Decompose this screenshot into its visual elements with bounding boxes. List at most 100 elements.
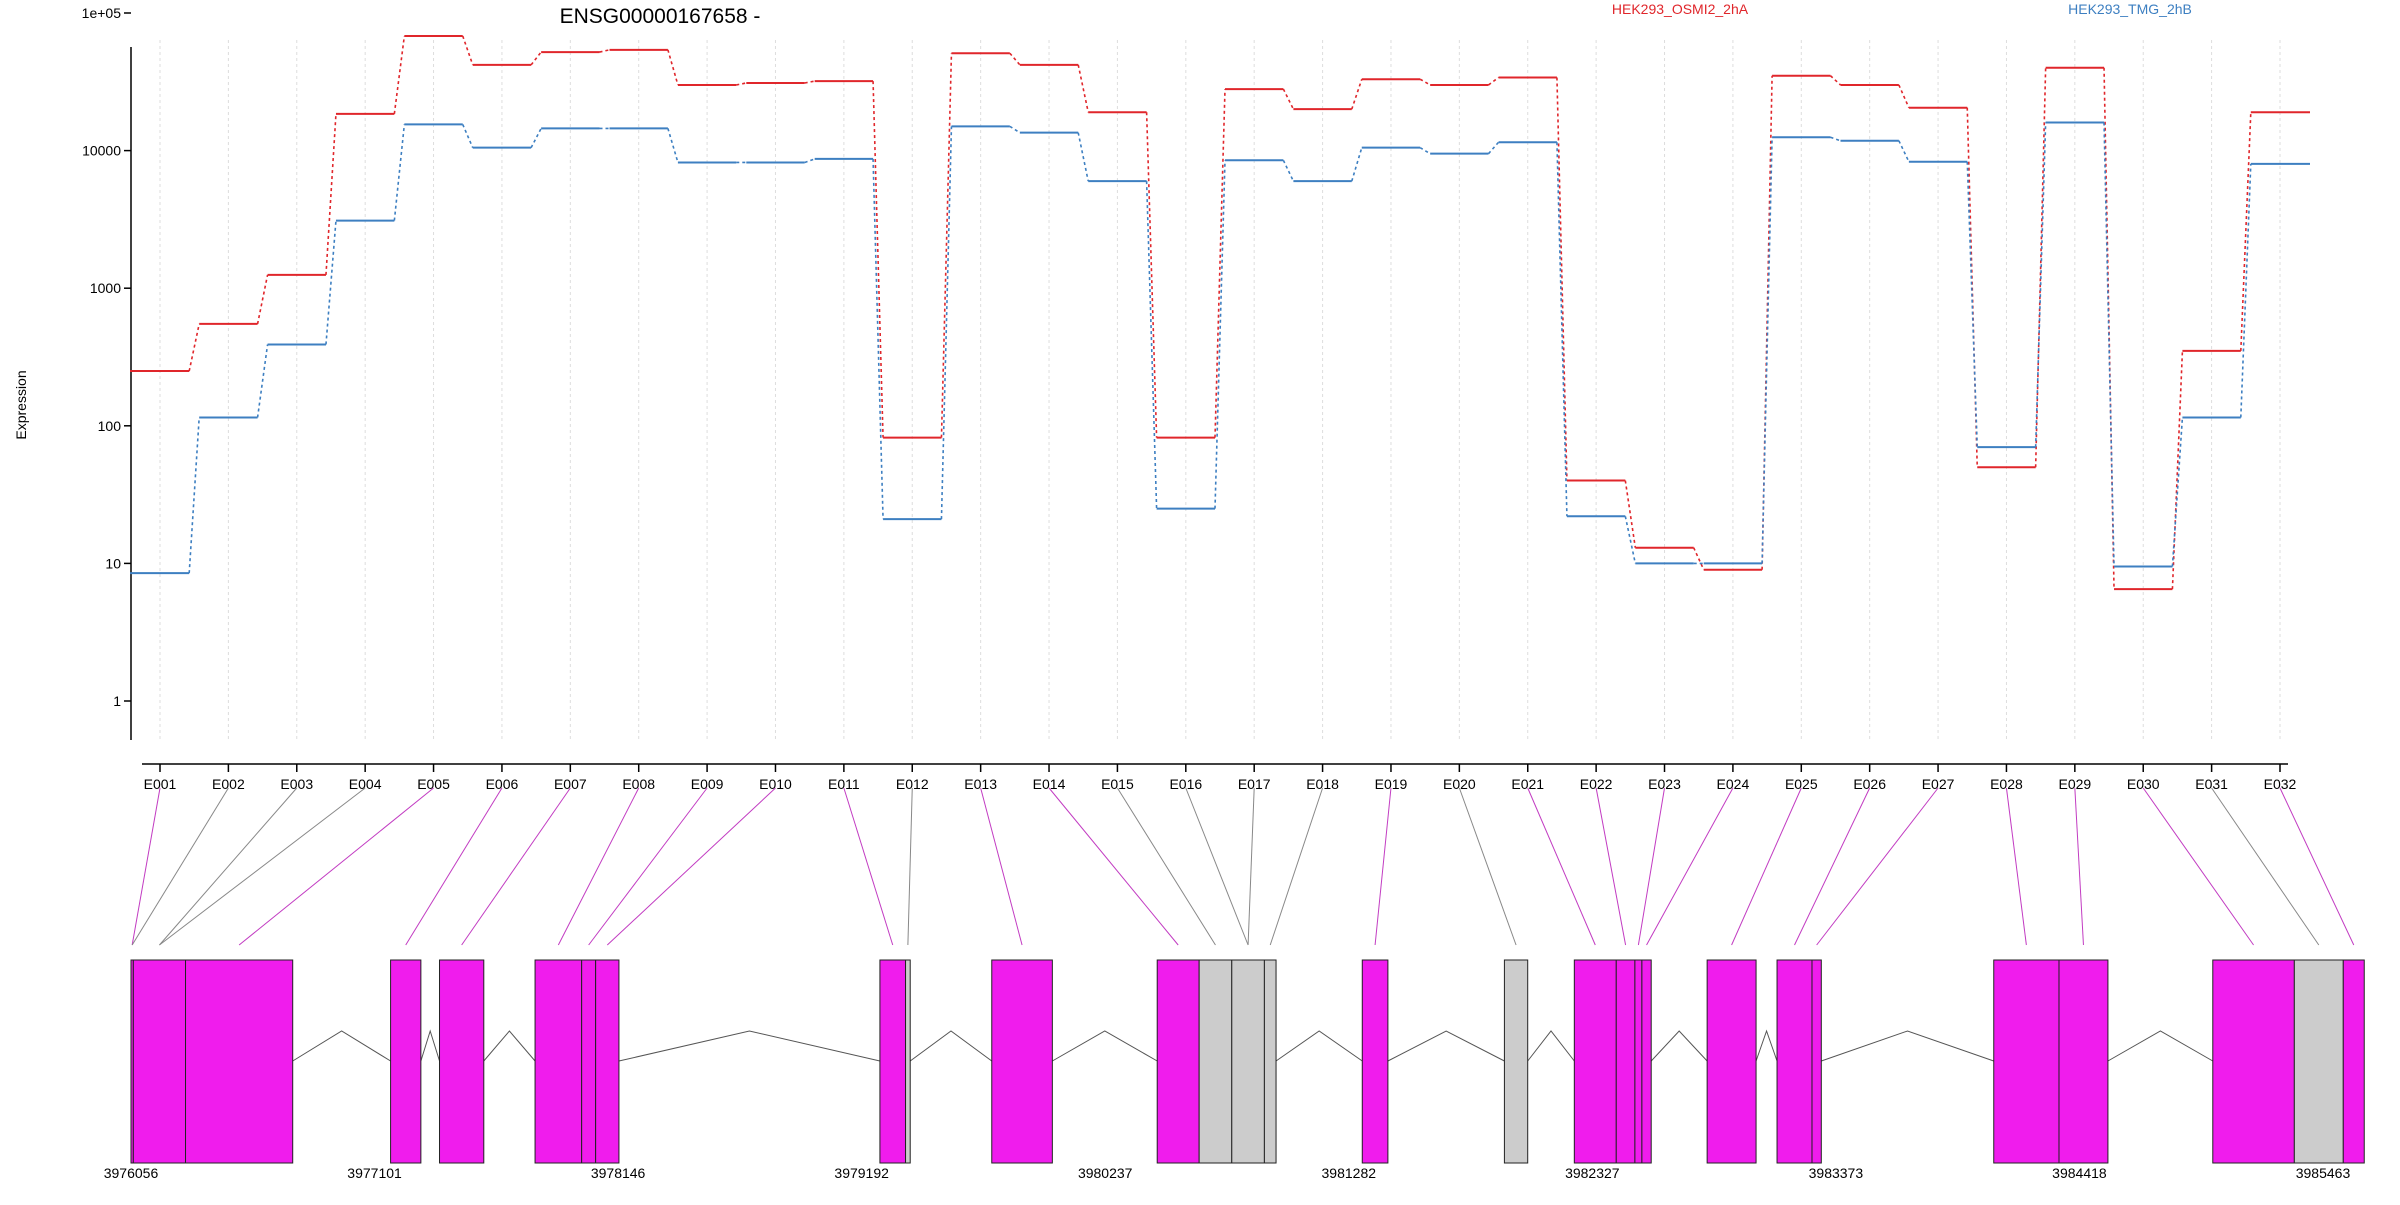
exon-connector (606, 787, 776, 946)
x-tick-label: E004 (349, 776, 382, 792)
x-tick-label: E019 (1375, 776, 1408, 792)
x-tick-label: E029 (2058, 776, 2091, 792)
exon-bin (1811, 959, 1822, 1164)
intron-line (1650, 1030, 1708, 1062)
series-layer (130, 35, 2310, 591)
intron-line (1387, 1030, 1505, 1062)
exon-connector (1247, 787, 1255, 946)
exon-connector (1731, 787, 1802, 946)
series-1-step (1282, 88, 1295, 110)
series-1-step (804, 80, 815, 84)
series-1-step (1077, 64, 1090, 113)
y-tick-label: 100 (98, 418, 122, 434)
exon-bin (1198, 959, 1233, 1164)
x-tick-label: E006 (486, 776, 519, 792)
exon-bin (1634, 959, 1643, 1164)
x-tick-label: E010 (759, 776, 792, 792)
connector-layer (131, 787, 2355, 946)
exon-connector (588, 787, 708, 946)
series-2 (130, 121, 2310, 575)
exon-connector (2074, 787, 2084, 946)
series-2-step (872, 158, 884, 520)
exon-connector (557, 787, 640, 946)
intron-line (2107, 1030, 2214, 1062)
series-2-step (393, 124, 406, 221)
exon-connector (1116, 787, 1216, 946)
exon-connector (461, 787, 571, 946)
x-tick-label: E030 (2127, 776, 2160, 792)
series-1-step (1488, 76, 1500, 86)
y-tick-label: 1e+05 (82, 5, 122, 21)
legend-label-series-2: HEK293_TMG_2hB (2068, 1, 2192, 17)
x-tick-label: E023 (1648, 776, 1681, 792)
series-2-step (1009, 125, 1021, 134)
x-tick-label: E008 (622, 776, 655, 792)
x-tick-label: E022 (1580, 776, 1613, 792)
gene-model-layer: 3976056 3977101 3978146 3979192 3980237 39812… (104, 959, 2365, 1181)
exon-connector (843, 787, 894, 946)
x-tick-label: E012 (896, 776, 929, 792)
series-2-step (1077, 132, 1090, 182)
coordinate-label: 3977101 (347, 1165, 402, 1181)
exon-connector (1269, 787, 1324, 946)
x-tick-label: E009 (691, 776, 724, 792)
series-2-step (804, 158, 815, 164)
intron-line (909, 1030, 993, 1062)
y-tick-label: 10000 (82, 143, 121, 159)
x-tick-label: E020 (1443, 776, 1476, 792)
series-2-step (1487, 141, 1500, 155)
exon-bin (2342, 959, 2365, 1164)
exon-bin (879, 959, 907, 1164)
series-2-step (1419, 146, 1431, 155)
x-tick-label: E024 (1717, 776, 1750, 792)
series-2-step (1556, 142, 1568, 517)
exon-connector (1185, 787, 1249, 946)
y-tick-label: 1 (113, 693, 121, 709)
series-1-step (188, 323, 200, 372)
exon-connector (1048, 787, 1179, 946)
exon-connector (1637, 787, 1666, 946)
x-tick-label: E027 (1922, 776, 1955, 792)
exon-bin (439, 959, 485, 1164)
exon-bin (390, 959, 422, 1164)
y-tick-label: 10 (105, 555, 121, 571)
exon-connector (131, 787, 229, 946)
series-1-step (461, 35, 474, 66)
exon-bin (1706, 959, 1757, 1164)
axes-layer: 1 10 100 1000 10000 1e+05 E001 E002 E003 E004 E005… (82, 5, 2297, 792)
intron-line (1275, 1030, 1363, 1062)
series-1-step (872, 81, 884, 438)
series-2-step (1898, 140, 1910, 163)
series-1-step (1966, 107, 1979, 468)
series-1-step (2034, 67, 2047, 468)
exon-connector (2005, 787, 2027, 946)
series-1-step (736, 82, 747, 86)
series-2-step (1145, 181, 1158, 509)
x-tick-label: E002 (212, 776, 245, 792)
exon-bin (1993, 959, 2060, 1164)
x-tick-label: E017 (1238, 776, 1271, 792)
exon-bin (1503, 959, 1529, 1164)
exon-bin (185, 959, 294, 1164)
intron-line (483, 1030, 536, 1062)
exon-bin (1263, 959, 1277, 1164)
series-1-step (599, 49, 610, 53)
exon-connector (1816, 787, 1939, 946)
series-2-step (1214, 160, 1226, 509)
coordinate-label: 3979192 (834, 1165, 889, 1181)
y-axis-label: Expression (13, 370, 29, 439)
series-1-step (1692, 547, 1705, 571)
coordinate-label: 3983373 (1809, 1165, 1864, 1181)
x-tick-label: E021 (1511, 776, 1544, 792)
series-2-step (1966, 161, 1979, 448)
intron-line (618, 1030, 881, 1062)
exon-connector (1794, 787, 1871, 946)
intron-line (1755, 1029, 1778, 1062)
exon-connector (131, 787, 161, 946)
exon-bin (1573, 959, 1617, 1164)
exon-connector (2142, 787, 2254, 946)
y-tick-label: 1000 (90, 280, 121, 296)
series-2-step (1282, 159, 1295, 182)
